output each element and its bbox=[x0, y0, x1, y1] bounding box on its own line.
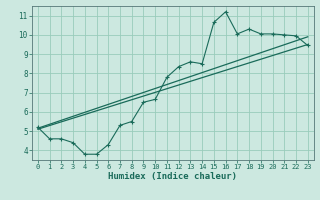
X-axis label: Humidex (Indice chaleur): Humidex (Indice chaleur) bbox=[108, 172, 237, 181]
